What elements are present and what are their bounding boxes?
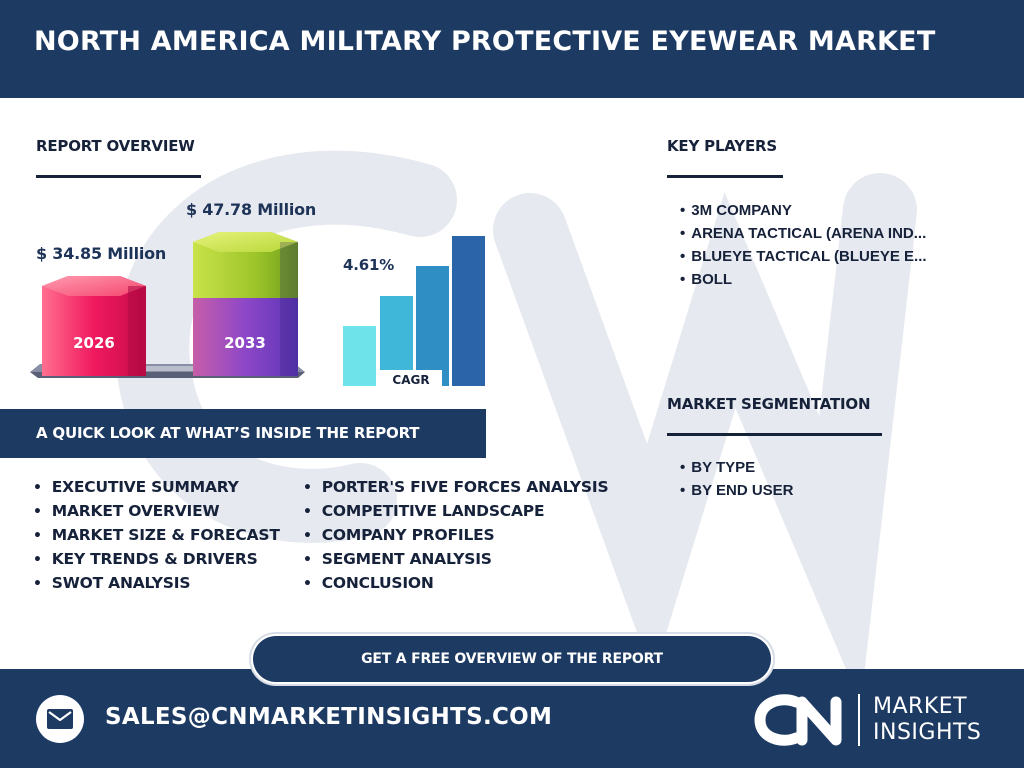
contents-item: MARKET OVERVIEW	[33, 499, 280, 523]
key-player-item: BLUEYE TACTICAL (BLUEYE E...	[680, 245, 926, 268]
key-players-heading: KEY PLAYERS	[667, 137, 777, 155]
free-overview-button-label: GET A FREE OVERVIEW OF THE REPORT	[361, 651, 663, 667]
contents-item: COMPETITIVE LANDSCAPE	[303, 499, 608, 523]
chart-connector	[146, 366, 198, 371]
segment-item: BY END USER	[680, 479, 793, 502]
contents-item: PORTER'S FIVE FORCES ANALYSIS	[303, 475, 609, 499]
bar-2033	[193, 232, 298, 376]
bar-label-2026: 2026	[73, 334, 115, 352]
segment-item: BY TYPE	[680, 456, 794, 479]
contents-item: COMPANY PROFILES	[303, 523, 608, 547]
contents-item: MARKET SIZE & FORECAST	[33, 523, 280, 547]
market-size-chart: 2026 2033	[30, 232, 305, 378]
bar-label-2033: 2033	[224, 334, 266, 352]
value-label-2026: $ 34.85 Million	[36, 244, 167, 263]
quick-look-banner: A QUICK LOOK AT WHAT’S INSIDE THE REPORT	[0, 409, 486, 458]
segmentation-list: BY TYPE BY END USER	[680, 456, 794, 502]
cagr-bar-4	[452, 236, 485, 386]
contents-item: EXECUTIVE SUMMARY	[33, 475, 280, 499]
contact-email[interactable]: SALES@CNMARKETINSIGHTS.COM	[105, 704, 553, 730]
mail-button[interactable]	[36, 695, 84, 743]
bar-2026	[42, 276, 146, 376]
logo-word-insights: INSIGHTS	[873, 720, 982, 745]
key-player-item: BOLL	[680, 268, 927, 291]
header-bar: NORTH AMERICA MILITARY PROTECTIVE EYEWEA…	[0, 0, 1024, 98]
key-player-item: 3M COMPANY	[680, 199, 927, 222]
key-players-underline	[667, 175, 783, 178]
report-contents-right: PORTER'S FIVE FORCES ANALYSIS COMPETITIV…	[303, 475, 609, 595]
cagr-label-box	[380, 370, 442, 388]
market-segmentation-underline	[667, 433, 882, 436]
cn-logo-mark	[754, 694, 842, 746]
cagr-bar-1	[343, 326, 376, 386]
contents-item: CONCLUSION	[303, 571, 608, 595]
quick-look-heading: A QUICK LOOK AT WHAT’S INSIDE THE REPORT	[36, 424, 420, 442]
report-overview-underline	[36, 175, 201, 178]
cagr-chart: CAGR	[343, 236, 485, 388]
logo-divider	[858, 694, 860, 746]
report-overview-heading: REPORT OVERVIEW	[36, 137, 195, 155]
cagr-bar-3	[416, 266, 449, 386]
report-contents-left: EXECUTIVE SUMMARY MARKET OVERVIEW MARKET…	[33, 475, 280, 595]
contents-item: SWOT ANALYSIS	[33, 571, 280, 595]
key-players-list: 3M COMPANY ARENA TACTICAL (ARENA IND... …	[680, 199, 927, 291]
value-label-2033: $ 47.78 Million	[186, 200, 317, 219]
page-title: NORTH AMERICA MILITARY PROTECTIVE EYEWEA…	[34, 26, 936, 57]
market-segmentation-heading: MARKET SEGMENTATION	[667, 395, 871, 413]
contents-item: SEGMENT ANALYSIS	[303, 547, 608, 571]
contents-item: KEY TRENDS & DRIVERS	[33, 547, 280, 571]
key-player-item: ARENA TACTICAL (ARENA IND...	[680, 222, 927, 245]
envelope-icon	[47, 709, 73, 729]
logo-word-market: MARKET	[873, 694, 968, 719]
cagr-label: CAGR	[392, 373, 429, 387]
free-overview-button[interactable]: GET A FREE OVERVIEW OF THE REPORT	[253, 636, 771, 682]
cagr-value: 4.61%	[343, 256, 395, 274]
